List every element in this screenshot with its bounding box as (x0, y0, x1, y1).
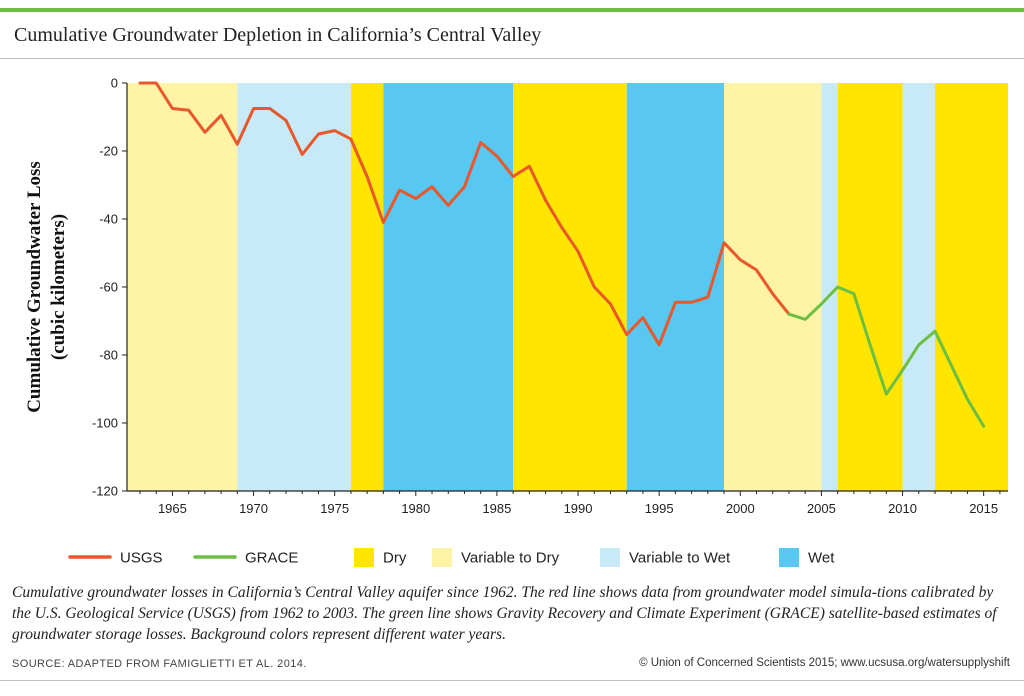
series-line-usgs (138, 81, 791, 347)
bottom-divider (0, 680, 1024, 681)
x-tick-label: 1970 (239, 501, 268, 516)
legend-label: GRACE (245, 550, 298, 567)
page-title: Cumulative Groundwater Depletion in Cali… (14, 24, 542, 46)
period-band-2 (350, 83, 384, 491)
period-band-5 (626, 83, 725, 491)
legend-label: USGS (120, 550, 163, 567)
water-year-bands (127, 83, 1008, 491)
x-tick-label: 2000 (726, 501, 755, 516)
period-band-7 (821, 83, 838, 491)
y-axis-title: Cumulative Groundwater Loss (cubic kilome… (24, 161, 69, 413)
period-band-10 (934, 83, 1008, 491)
x-tick-label: 2010 (888, 501, 917, 516)
y-tick-label: -60 (99, 280, 118, 295)
period-band-4 (513, 83, 627, 491)
x-tick-label: 1965 (158, 501, 187, 516)
period-band-3 (383, 83, 514, 491)
x-tick-label: 1995 (645, 501, 674, 516)
period-band-6 (724, 83, 822, 491)
period-band-0 (127, 83, 238, 491)
y-tick-label: -100 (92, 416, 118, 431)
legend-swatch-wet (779, 548, 799, 567)
x-tick-label: 2005 (807, 501, 836, 516)
source-note: SOURCE: ADAPTED FROM FAMIGLIETTI ET AL. … (12, 658, 307, 670)
chart-caption: Cumulative groundwater losses in Califor… (12, 584, 997, 643)
legend-label: Wet (808, 550, 835, 567)
legend-swatch-variable-to-dry (432, 548, 452, 567)
x-tick-label: 1990 (564, 501, 593, 516)
groundwater-chart: 0 -20 -40 -60 -80 -100 -120 1965 1970 1975 1980 198… (24, 76, 1008, 567)
y-tick-label: 0 (111, 76, 118, 91)
chart-legend: USGS GRACE Dry Variable to Dry Variable to W… (68, 548, 835, 567)
y-tick-label: -20 (99, 144, 118, 159)
y-axis-title-line: Cumulative Groundwater Loss (24, 161, 45, 413)
y-axis-title-line: (cubic kilometers) (48, 214, 69, 360)
title-divider (0, 58, 1024, 59)
y-tick-label: -80 (99, 348, 118, 363)
series-line-grace (787, 285, 986, 428)
legend-label: Variable to Dry (461, 550, 560, 567)
y-tick-label: -120 (92, 484, 118, 499)
legend-swatch-variable-to-wet (600, 548, 620, 567)
x-tick-label: 2015 (969, 501, 998, 516)
period-band-1 (237, 83, 351, 491)
credit-line: © Union of Concerned Scientists 2015; ww… (639, 657, 1010, 669)
legend-label: Dry (383, 550, 407, 567)
y-tick-label: -40 (99, 212, 118, 227)
top-accent-bar (0, 8, 1024, 12)
legend-swatch-dry (354, 548, 374, 567)
x-tick-label: 1975 (320, 501, 349, 516)
chart-axes: 0 -20 -40 -60 -80 -100 -120 1965 1970 1975 1980 198… (92, 76, 1008, 516)
x-tick-label: 1980 (401, 501, 430, 516)
series-lines (138, 81, 986, 428)
x-tick-label: 1985 (482, 501, 511, 516)
legend-label: Variable to Wet (629, 550, 731, 567)
period-band-9 (902, 83, 935, 491)
period-band-8 (837, 83, 903, 491)
